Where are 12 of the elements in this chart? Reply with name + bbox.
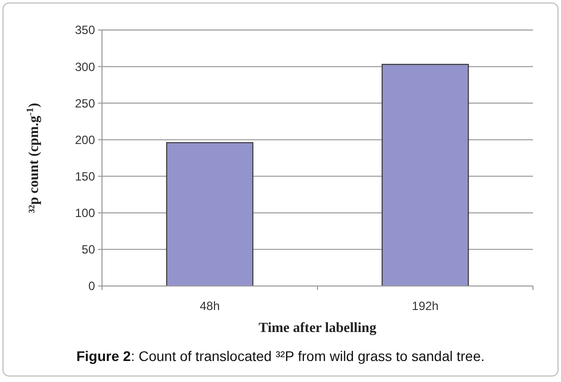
y-tick-label: 250 [74,96,96,110]
caption: Figure 2: Count of translocated ³²P from wild grass to sandal tree. [76,348,485,364]
y-tick-label: 0 [88,279,96,294]
y-tick-label: 350 [74,23,96,38]
x-tick-label: 192h [412,299,439,313]
x-tick-label: 48h [200,299,220,313]
y-tick-label: 50 [82,242,96,257]
y-tick-label: 300 [74,60,96,74]
y-tick-label: 200 [74,132,96,147]
y-tick-label: 100 [74,206,96,220]
x-axis-title: Time after labelling [258,321,376,336]
y-tick-label: 150 [74,169,96,184]
